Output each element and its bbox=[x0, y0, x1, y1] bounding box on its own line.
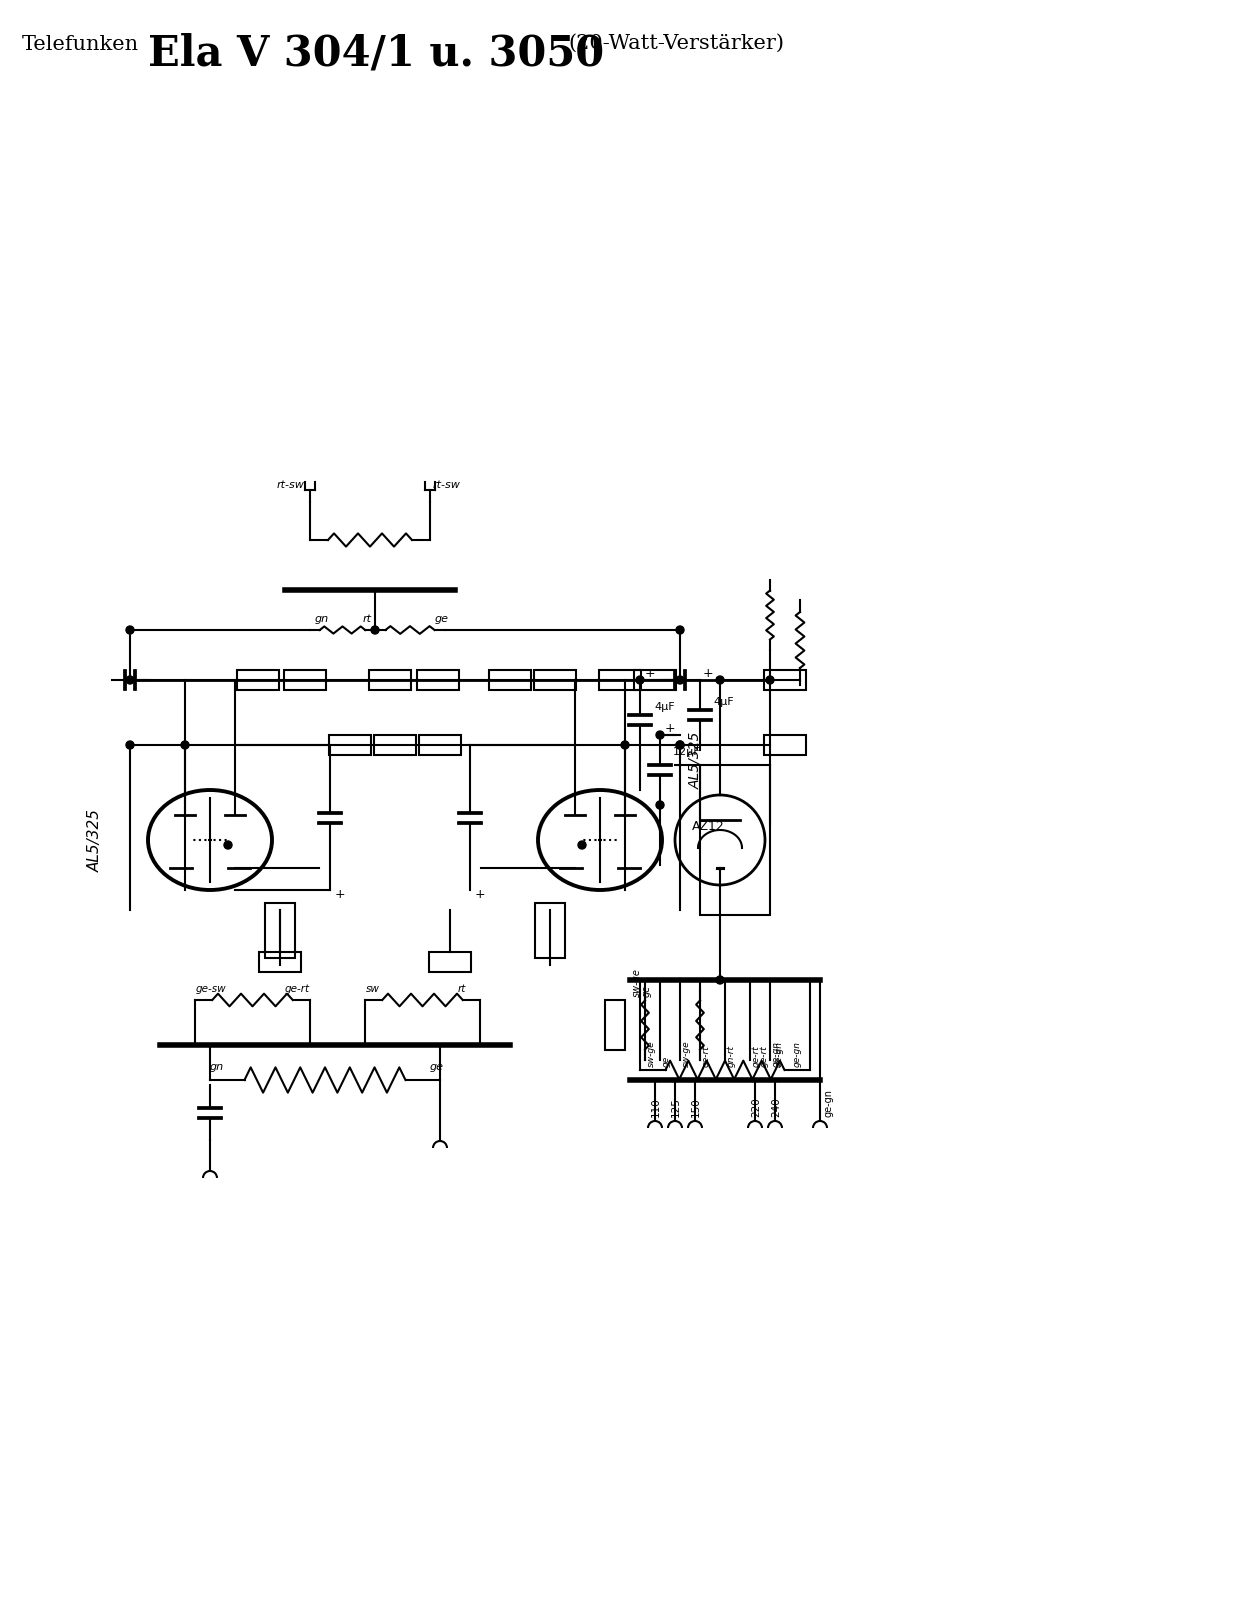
Text: gn: gn bbox=[315, 614, 329, 624]
Text: 4μF: 4μF bbox=[654, 702, 674, 712]
Text: 240: 240 bbox=[771, 1098, 781, 1117]
Text: Telefunken: Telefunken bbox=[22, 35, 139, 54]
Circle shape bbox=[621, 741, 628, 749]
Text: gn: gn bbox=[210, 1062, 224, 1072]
Bar bbox=[599, 670, 641, 690]
Bar bbox=[265, 902, 294, 957]
Circle shape bbox=[716, 976, 724, 984]
Bar bbox=[259, 952, 301, 971]
Bar bbox=[374, 734, 416, 755]
Bar bbox=[419, 734, 461, 755]
Text: ge-gn: ge-gn bbox=[823, 1090, 833, 1117]
Text: AZ12: AZ12 bbox=[691, 819, 725, 834]
Text: ge: ge bbox=[435, 614, 449, 624]
Circle shape bbox=[675, 626, 684, 634]
Text: AL5/325: AL5/325 bbox=[88, 808, 103, 872]
Circle shape bbox=[656, 731, 664, 739]
Circle shape bbox=[224, 842, 233, 850]
Bar bbox=[417, 670, 459, 690]
Text: +: + bbox=[644, 667, 656, 680]
Text: 150: 150 bbox=[691, 1098, 701, 1117]
Circle shape bbox=[675, 675, 684, 685]
Circle shape bbox=[181, 741, 189, 749]
Text: ge-gn: ge-gn bbox=[793, 1042, 802, 1067]
Text: rt: rt bbox=[458, 984, 466, 994]
Bar bbox=[285, 670, 327, 690]
Text: +: + bbox=[703, 667, 714, 680]
Circle shape bbox=[126, 741, 134, 749]
Bar bbox=[369, 670, 411, 690]
Text: sw-ge: sw-ge bbox=[632, 968, 642, 997]
Text: (20-Watt-Verstärker): (20-Watt-Verstärker) bbox=[568, 34, 784, 53]
Circle shape bbox=[675, 741, 684, 749]
Bar bbox=[329, 734, 371, 755]
Circle shape bbox=[636, 675, 644, 685]
Text: rt: rt bbox=[362, 614, 372, 624]
Circle shape bbox=[578, 842, 586, 850]
Circle shape bbox=[716, 675, 724, 685]
Circle shape bbox=[126, 675, 134, 685]
Bar bbox=[700, 765, 769, 915]
Text: ge-rt: ge-rt bbox=[752, 1045, 761, 1067]
Text: rt-sw: rt-sw bbox=[277, 480, 304, 490]
Bar bbox=[635, 670, 675, 690]
Text: 220: 220 bbox=[751, 1098, 761, 1117]
Bar bbox=[429, 952, 471, 971]
Text: +: + bbox=[666, 722, 675, 734]
Text: rt-sw: rt-sw bbox=[433, 480, 461, 490]
Circle shape bbox=[371, 626, 379, 634]
Circle shape bbox=[126, 626, 134, 634]
Text: ge-sw: ge-sw bbox=[195, 984, 226, 994]
Text: ge-rt: ge-rt bbox=[285, 984, 310, 994]
Text: 110: 110 bbox=[651, 1098, 661, 1117]
Text: ge: ge bbox=[662, 1056, 670, 1067]
Bar bbox=[764, 670, 807, 690]
Bar bbox=[764, 734, 807, 755]
Bar bbox=[489, 670, 531, 690]
Text: ge-rt: ge-rt bbox=[760, 1045, 769, 1067]
Circle shape bbox=[766, 675, 774, 685]
Text: gn-rt: gn-rt bbox=[727, 1045, 736, 1067]
Text: Ela V 304/1 u. 3050: Ela V 304/1 u. 3050 bbox=[148, 32, 604, 74]
Text: ge-gn: ge-gn bbox=[772, 1042, 781, 1067]
Text: sw-ge: sw-ge bbox=[682, 1040, 691, 1067]
Bar bbox=[534, 670, 576, 690]
Text: 125: 125 bbox=[670, 1098, 682, 1117]
Circle shape bbox=[656, 802, 664, 810]
Text: +: + bbox=[335, 888, 345, 901]
Text: sw: sw bbox=[366, 984, 380, 994]
Text: ge: ge bbox=[642, 984, 652, 997]
Text: ge: ge bbox=[430, 1062, 444, 1072]
Bar bbox=[605, 1000, 625, 1050]
Text: sw-ge: sw-ge bbox=[647, 1040, 656, 1067]
Text: AL5/325: AL5/325 bbox=[688, 731, 703, 789]
Bar bbox=[534, 902, 565, 957]
Bar bbox=[238, 670, 280, 690]
Text: ge-gn: ge-gn bbox=[776, 1042, 784, 1067]
Text: 4μF: 4μF bbox=[713, 698, 734, 707]
Text: +: + bbox=[475, 888, 486, 901]
Text: ge-rt: ge-rt bbox=[703, 1045, 711, 1067]
Circle shape bbox=[675, 741, 684, 749]
Text: 12μF: 12μF bbox=[673, 747, 700, 757]
